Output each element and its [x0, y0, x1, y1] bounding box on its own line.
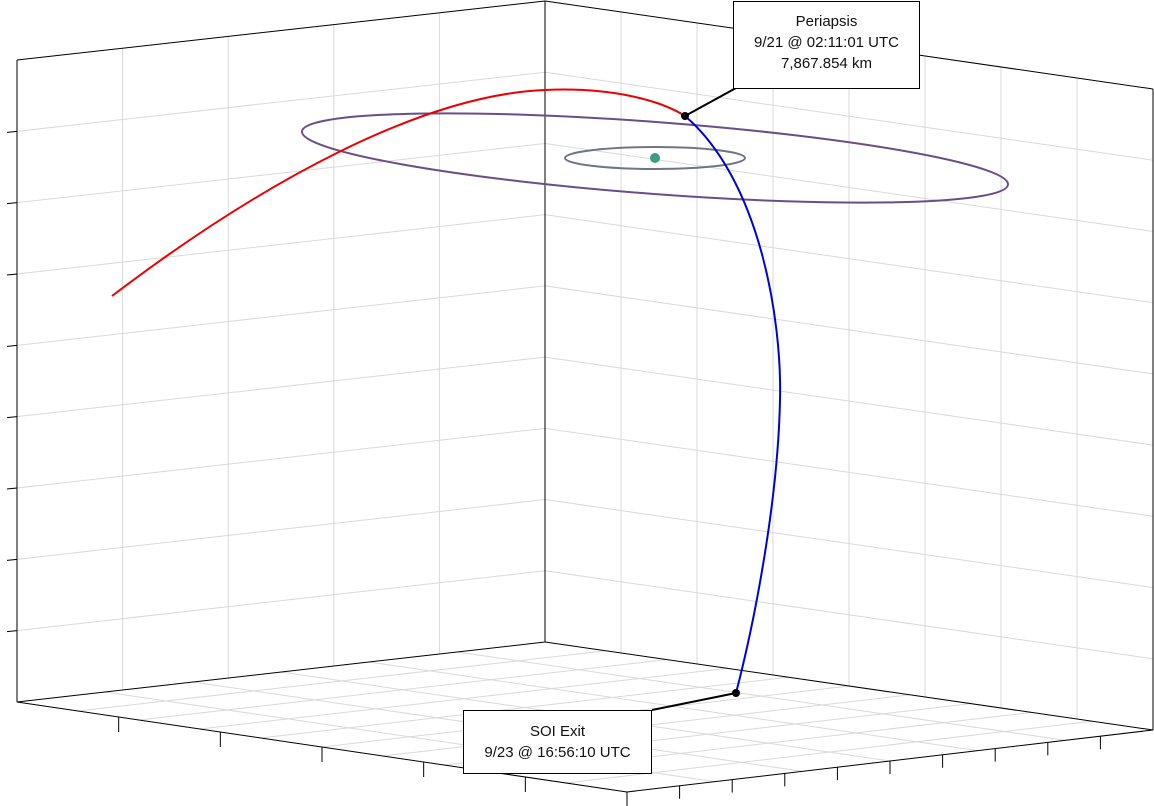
periapsis-title: Periapsis [795, 13, 858, 30]
axis-top-left-edge [16, 0, 546, 61]
grid-line [16, 427, 546, 489]
grid-line [199, 667, 728, 730]
axis-floor-right-back [544, 641, 1154, 731]
periapsis-leader-line [684, 87, 737, 117]
axis-tick [6, 344, 18, 347]
soi-exit-callout: SOI Exit 9/23 @ 16:56:10 UTC [463, 710, 652, 774]
grid-line [565, 720, 1093, 784]
grid-line [16, 142, 546, 204]
periapsis-marker [681, 112, 689, 120]
central-body [650, 153, 660, 163]
grid-line [16, 285, 546, 346]
soi-exit-title: SOI Exit [529, 723, 585, 740]
grid-line [16, 570, 546, 632]
periapsis-altitude: 7,867.854 km [781, 55, 872, 72]
soi-exit-marker [732, 689, 740, 697]
grid-line [16, 214, 546, 275]
axis-tick [6, 558, 18, 561]
axis-floor-left-back [16, 641, 546, 703]
periapsis-callout: Periapsis 9/21 @ 02:11:01 UTC 7,867.854 … [733, 1, 920, 89]
grid-line [16, 71, 546, 132]
grid-line [16, 499, 546, 560]
grid-line [16, 356, 546, 418]
axis-tick [6, 273, 18, 276]
inner-orbit-ellipse [564, 146, 746, 170]
axis-ticks [6, 130, 1101, 806]
grid-line [260, 676, 789, 739]
outer-orbit-ellipse [300, 112, 1010, 204]
axis-tick [6, 202, 18, 205]
axis-tick [6, 630, 18, 633]
axis-tick [6, 416, 18, 419]
periapsis-time: 9/21 @ 02:11:01 UTC [753, 34, 900, 51]
outgoing-trajectory-blue [684, 115, 782, 694]
soi-exit-time: 9/23 @ 16:56:10 UTC [484, 744, 631, 761]
axis-tick [6, 130, 18, 133]
grid-lines [16, 12, 1154, 784]
grid-line [138, 659, 667, 721]
incoming-trajectory-red [111, 88, 686, 297]
grid-line [77, 650, 606, 712]
soi-exit-leader-line [651, 692, 737, 711]
axes-box [16, 0, 1154, 793]
axis-tick [6, 487, 18, 490]
